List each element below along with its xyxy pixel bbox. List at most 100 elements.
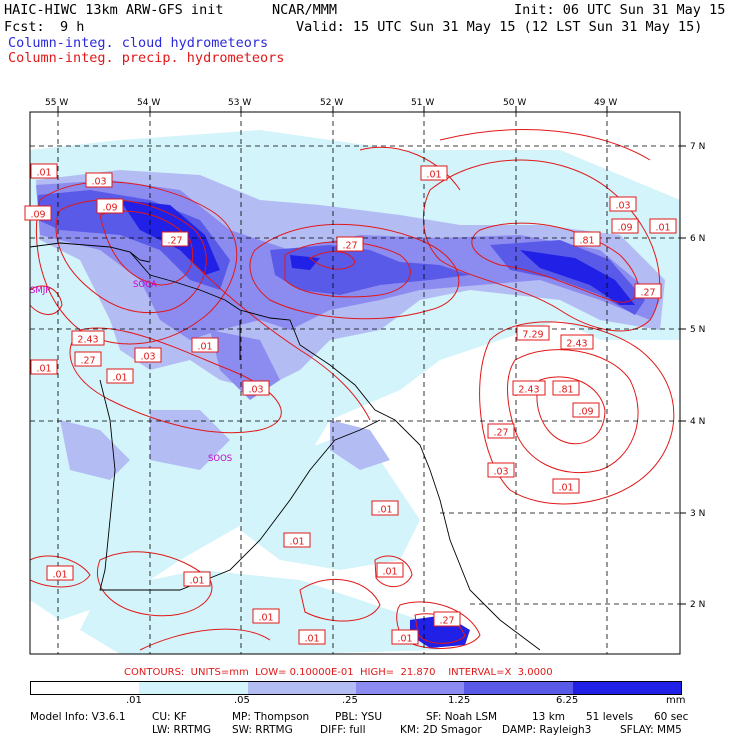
contour-label-box (487, 423, 515, 439)
contour-label-box (96, 198, 124, 214)
contour-label-box (512, 380, 546, 396)
contour-label-box (336, 236, 364, 252)
contours-units: UNITS=mm (190, 667, 249, 678)
contour-label-box (183, 571, 211, 587)
contour-label: .01 (189, 576, 204, 587)
contour-label: .09 (102, 203, 117, 214)
contour-label: .81 (579, 236, 594, 247)
lon-label: 51 W (411, 98, 434, 108)
contours-low: LOW= 0.10000E-01 (255, 667, 354, 678)
contour-label-box (376, 562, 404, 578)
lat-lon-grid (30, 112, 680, 654)
contour-label-box (487, 462, 515, 478)
colorbar-tick: .01 (126, 695, 142, 706)
institution-label: NCAR/MMM (272, 2, 338, 18)
contour-label: .01 (36, 168, 51, 179)
contour-label-box (298, 629, 326, 645)
colorbar (30, 681, 682, 695)
station-label: SOCA (133, 280, 157, 290)
contour-label: 2.43 (566, 339, 587, 350)
contour-label: .03 (615, 201, 630, 212)
contour-label-box (634, 283, 662, 299)
contour-label-box (24, 205, 52, 221)
colorbar-segment (464, 682, 573, 694)
field1-legend: Column-integ. cloud hydrometeors (8, 35, 269, 51)
contour-label: .27 (80, 356, 95, 367)
contour-value-labels: .01 .03 .09 .09 .27 2.43 .27 .01 .03 .01 .01 .03 .27… (24, 163, 677, 645)
damp-setting: DAMP: Rayleigh3 (502, 724, 592, 736)
contour-label: 7.29 (522, 330, 543, 341)
contour-label: .01 (258, 613, 273, 624)
contour-label-box (609, 196, 637, 212)
lon-label: 50 W (503, 98, 526, 108)
colorbar-tick: .25 (342, 695, 358, 706)
pbl-scheme: PBL: YSU (335, 711, 383, 723)
station-label: SMJP (30, 286, 50, 296)
contour-label: .01 (52, 570, 67, 581)
colorbar-segment (247, 682, 356, 694)
field2-legend: Column-integ. precip. hydrometeors (8, 50, 285, 66)
forecast-hour: 9 h (60, 19, 85, 35)
ticks (57, 106, 686, 605)
contour-label: .01 (197, 342, 212, 353)
contour-label: .27 (167, 236, 182, 247)
lat-label: 2 N (690, 600, 705, 610)
forecast-label: Fcst: (4, 19, 45, 35)
contour-label: .01 (558, 483, 573, 494)
contour-label-box (391, 629, 419, 645)
valid-time: Valid: 15 UTC Sun 31 May 15 (12 LST Sun … (296, 19, 703, 35)
contour-label: .01 (289, 537, 304, 548)
contour-label: .01 (36, 364, 51, 375)
timestep: 60 sec (654, 711, 689, 723)
longitude-labels: 55 W 54 W 53 W 52 W 51 W 50 W 49 W (45, 98, 617, 108)
latitude-labels: 7 N 6 N 5 N 4 N 3 N 2 N (690, 142, 705, 610)
lon-label: 52 W (320, 98, 343, 108)
contour-label-box (106, 368, 134, 384)
resolution: 13 km (532, 711, 566, 723)
contour-label: .01 (112, 373, 127, 384)
contours-label: CONTOURS: (124, 667, 185, 678)
contour-label-box (611, 218, 639, 234)
sf-scheme: SF: Noah LSM (426, 711, 498, 723)
sflay-setting: SFLAY: MM5 (620, 724, 682, 736)
contour-label-box (191, 337, 219, 353)
precip-contours (30, 129, 675, 651)
contour-label: .27 (493, 428, 508, 439)
contour-label: .03 (493, 467, 508, 478)
contour-label-box (420, 165, 448, 181)
contour-label: .03 (248, 385, 263, 396)
contour-label: .01 (382, 567, 397, 578)
contour-label: .03 (140, 352, 155, 363)
contour-label-box (560, 334, 594, 350)
contour-label: .27 (342, 241, 357, 252)
lon-label: 49 W (594, 98, 617, 108)
mp-scheme: MP: Thompson (232, 711, 310, 723)
colorbar-tick: 1.25 (448, 695, 471, 706)
contour-label: .27 (640, 288, 655, 299)
contour-label-box (46, 565, 74, 581)
contours-info: CONTOURS: UNITS=mm LOW= 0.10000E-01 HIGH… (124, 667, 553, 678)
contour-label-box (30, 163, 58, 179)
contour-label-box (552, 478, 580, 494)
contour-label-box (74, 351, 102, 367)
contour-label: .01 (655, 223, 670, 234)
colorbar-tick: .05 (234, 695, 250, 706)
contour-label-box (30, 359, 58, 375)
contour-label-box (252, 608, 280, 624)
contour-label: .27 (439, 616, 454, 627)
lat-label: 5 N (690, 325, 705, 335)
diff-setting: DIFF: full (320, 724, 366, 736)
contour-label-box (516, 325, 550, 341)
contour-label: 2.43 (518, 385, 539, 396)
cu-scheme: CU: KF (152, 711, 187, 723)
contour-label-box (649, 218, 677, 234)
colorbar-segment (572, 682, 681, 694)
contour-label: .09 (617, 223, 632, 234)
lon-label: 54 W (137, 98, 160, 108)
contour-label-box (552, 380, 580, 396)
contour-label-box (572, 402, 600, 418)
contour-label-box (161, 231, 189, 247)
contour-label: .01 (304, 634, 319, 645)
contour-label: .81 (558, 385, 573, 396)
contour-label: .01 (426, 170, 441, 181)
